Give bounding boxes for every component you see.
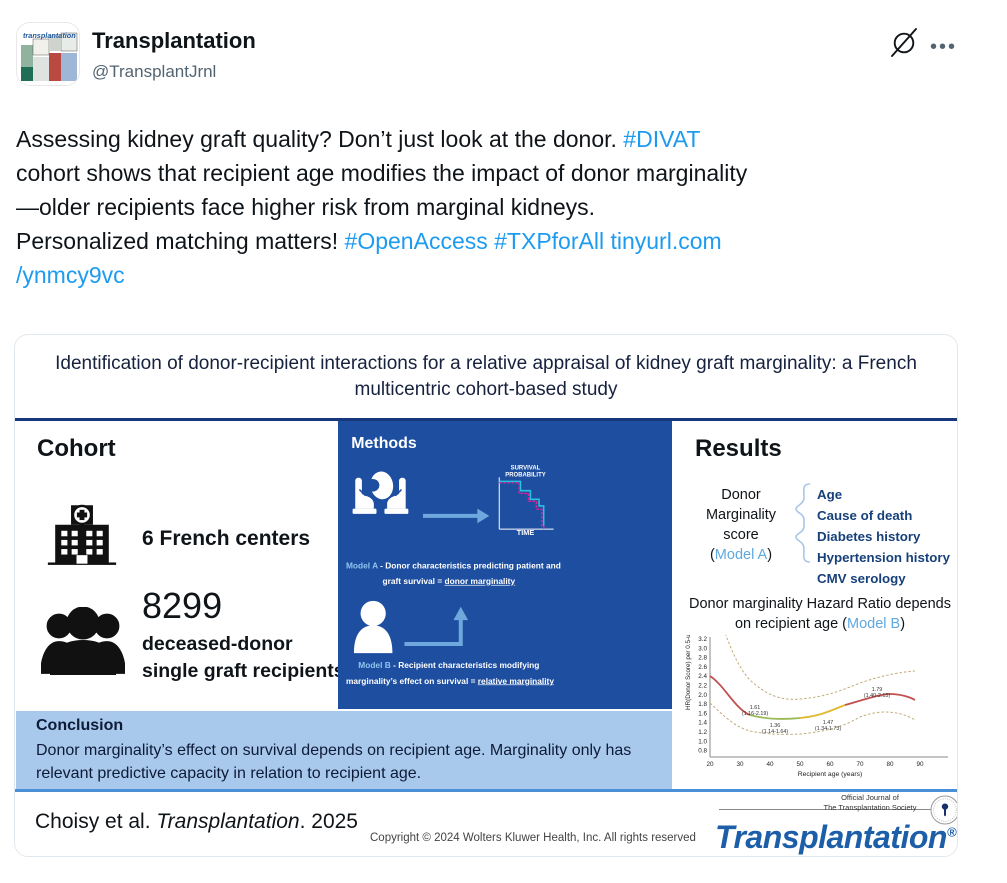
- svg-text:70: 70: [856, 761, 864, 768]
- svg-text:90: 90: [916, 761, 924, 768]
- svg-text:1.2: 1.2: [698, 729, 707, 736]
- svg-text:transplantation: transplantation: [23, 31, 76, 40]
- svg-text:(1.14-1.64): (1.14-1.64): [762, 729, 789, 735]
- svg-text:1.8: 1.8: [698, 701, 707, 708]
- svg-text:HR(Donor Score) per 0.5-unit i: HR(Donor Score) per 0.5-unit increase: [685, 635, 692, 710]
- svg-text:1.6: 1.6: [698, 710, 707, 717]
- svg-text:30: 30: [736, 761, 744, 768]
- svg-text:2.4: 2.4: [698, 673, 707, 680]
- svg-text:2.8: 2.8: [698, 655, 707, 662]
- svg-text:40: 40: [766, 761, 774, 768]
- svg-text:1.0: 1.0: [698, 738, 707, 745]
- svg-text:2.2: 2.2: [698, 683, 707, 690]
- svg-text:2.6: 2.6: [698, 664, 707, 671]
- svg-text:3.2: 3.2: [698, 636, 707, 643]
- svg-text:80: 80: [886, 761, 894, 768]
- svg-text:(1.34-1.73): (1.34-1.73): [815, 726, 842, 732]
- svg-text:50: 50: [796, 761, 804, 768]
- svg-text:(1.16-2.19): (1.16-2.19): [742, 711, 769, 717]
- svg-text:(1.40-2.15): (1.40-2.15): [864, 693, 891, 699]
- svg-text:0.8: 0.8: [698, 748, 707, 755]
- svg-text:3.0: 3.0: [698, 645, 707, 652]
- svg-text:20: 20: [706, 761, 714, 768]
- svg-text:2.0: 2.0: [698, 692, 707, 699]
- svg-text:60: 60: [826, 761, 834, 768]
- svg-text:1.4: 1.4: [698, 720, 707, 727]
- svg-text:Recipient age (years): Recipient age (years): [798, 771, 863, 778]
